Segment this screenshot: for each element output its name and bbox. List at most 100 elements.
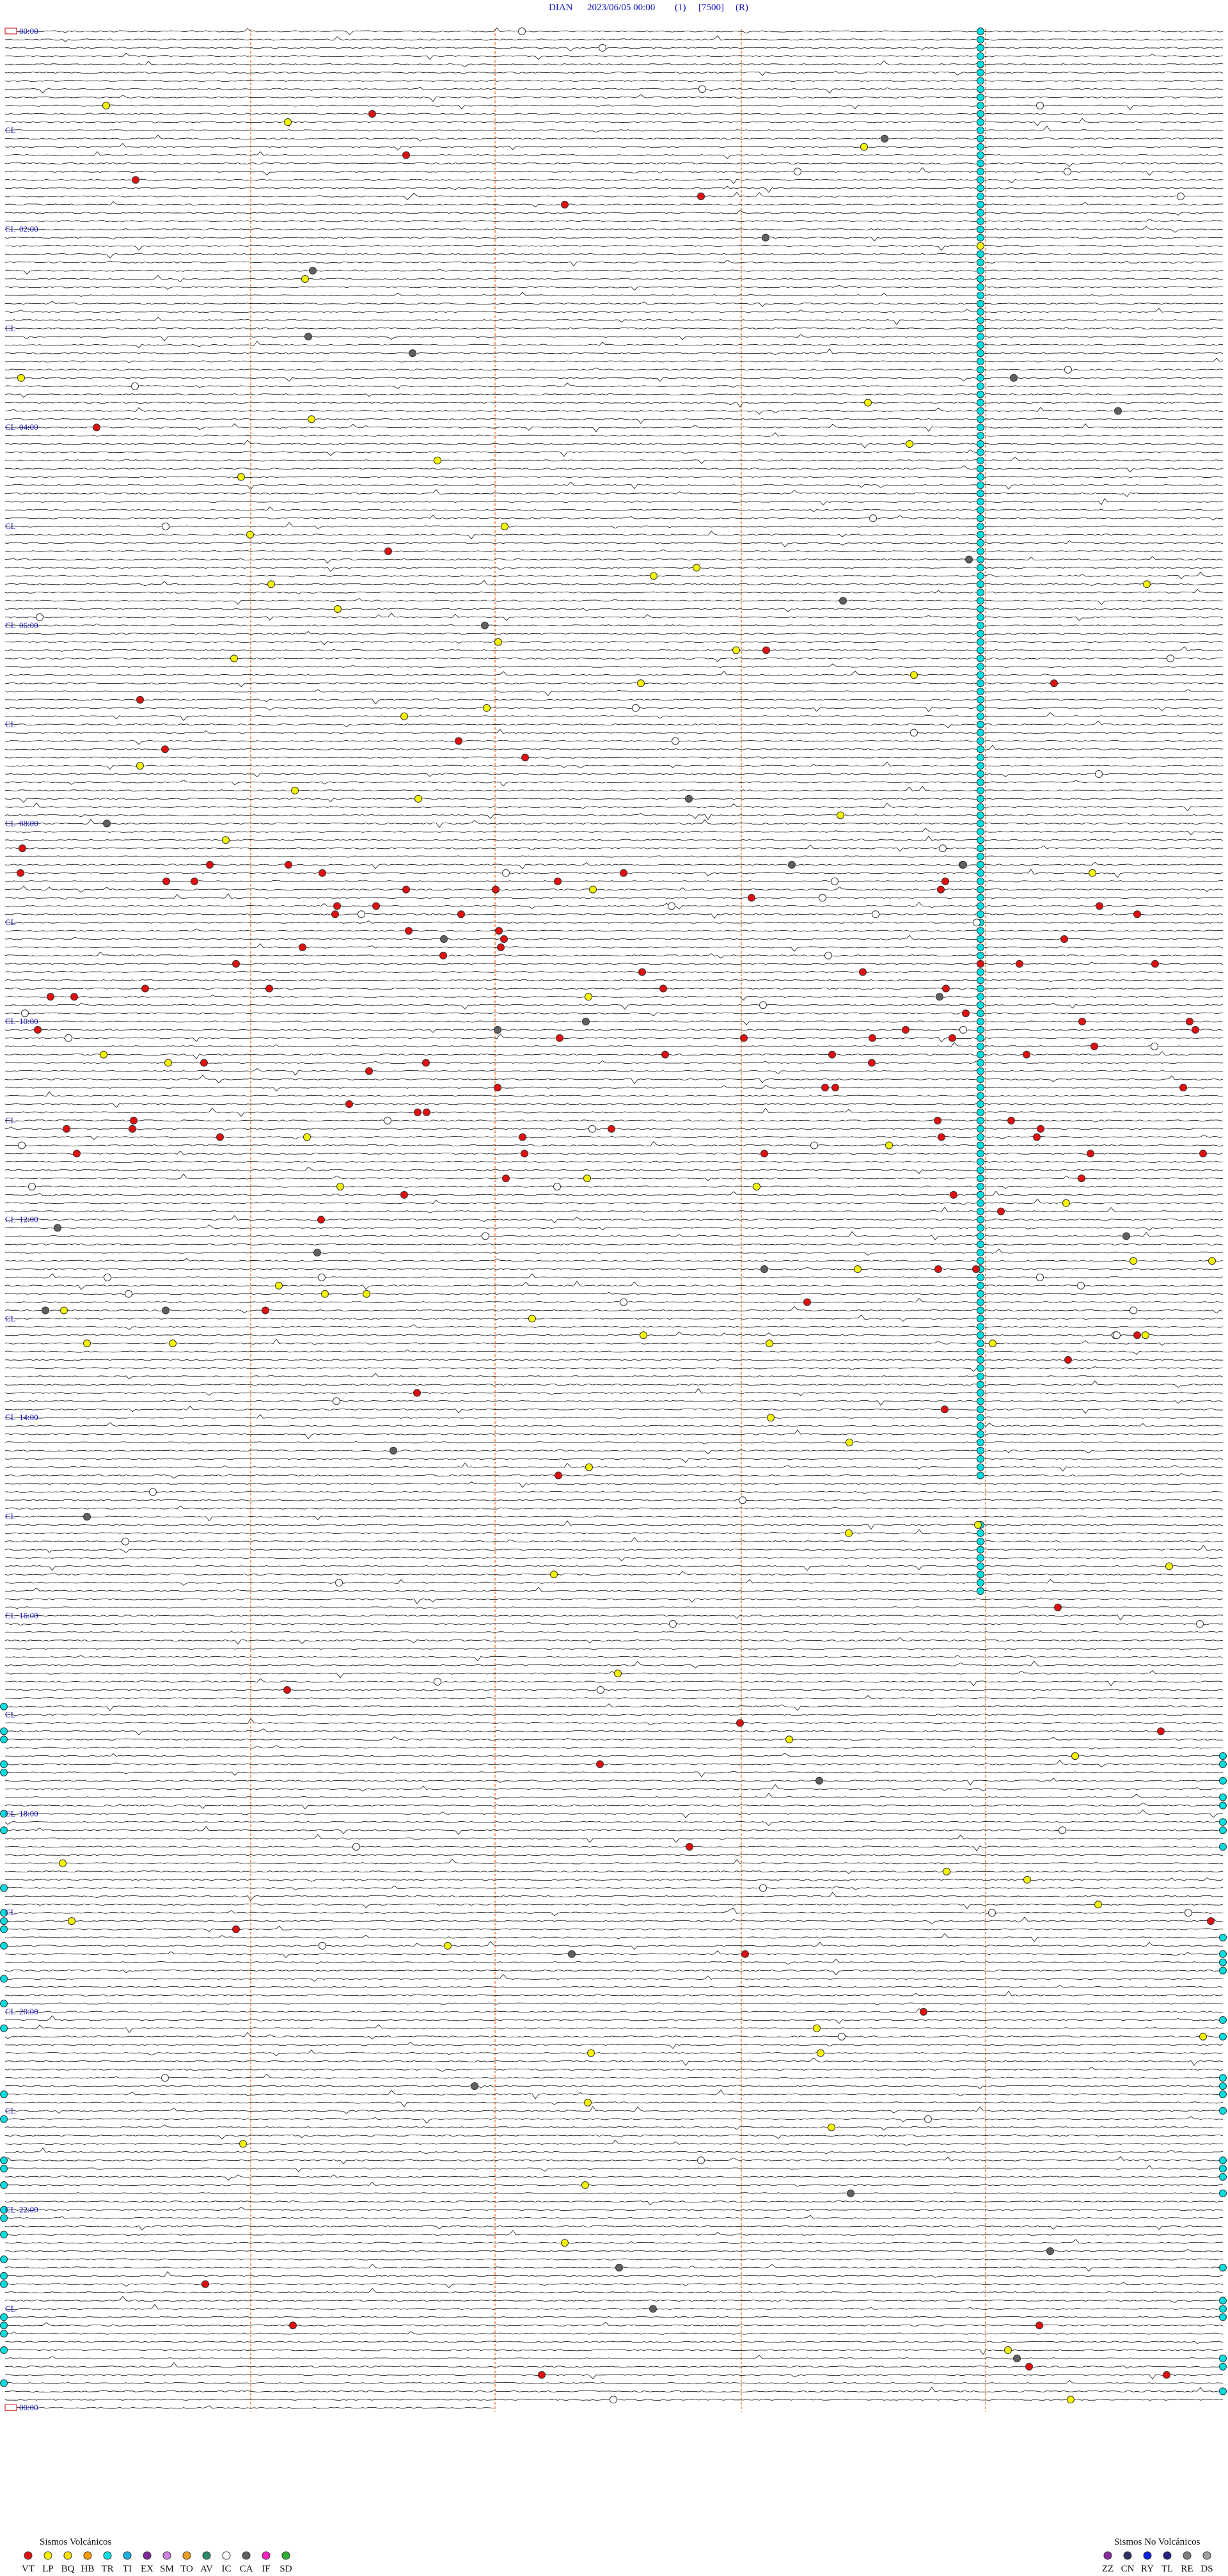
trace — [4, 489, 1224, 497]
trace — [4, 1349, 1224, 1355]
event — [34, 1025, 42, 1034]
trace — [4, 201, 1224, 208]
event — [0, 2181, 8, 2189]
event — [977, 110, 984, 118]
event — [1219, 2354, 1227, 2362]
event — [439, 951, 447, 960]
event — [191, 877, 198, 885]
trace — [4, 151, 1224, 159]
trace — [4, 292, 1224, 297]
event — [1219, 2106, 1227, 2115]
legend-code: TL — [1161, 2564, 1173, 2574]
trace — [5, 1473, 1224, 1479]
event — [68, 1917, 75, 1925]
legend-code: CA — [240, 2564, 253, 2574]
event — [63, 1125, 70, 1133]
trace — [4, 186, 1224, 193]
legend-swatch — [202, 2551, 211, 2560]
event — [1064, 1355, 1072, 1364]
time-label: 20:00 — [19, 2007, 38, 2016]
trace — [4, 1792, 1224, 1799]
time-label: 06:00 — [19, 620, 38, 630]
trace — [4, 327, 1223, 329]
event — [1036, 1273, 1044, 1281]
event — [977, 853, 984, 860]
event — [977, 1141, 984, 1150]
event — [817, 2049, 824, 2057]
trace — [4, 1529, 1224, 1535]
trace — [4, 2374, 1224, 2380]
event — [988, 1909, 996, 1917]
event — [837, 811, 844, 819]
event — [1023, 1050, 1030, 1059]
event — [267, 580, 275, 589]
trace — [4, 1520, 1224, 1530]
event — [0, 2321, 8, 2330]
trace — [4, 1366, 1224, 1372]
trace — [4, 1745, 1224, 1750]
event — [162, 1306, 169, 1315]
event — [977, 1579, 984, 1587]
trace — [4, 456, 1224, 464]
event — [103, 819, 111, 828]
event — [1010, 374, 1018, 382]
event — [413, 1389, 421, 1397]
trace — [5, 253, 1223, 259]
event — [335, 1579, 343, 1587]
event — [977, 43, 984, 52]
trace — [4, 1185, 1223, 1189]
event — [977, 663, 984, 671]
event — [457, 910, 465, 919]
trace — [4, 1074, 1224, 1084]
event — [1196, 1620, 1204, 1628]
trace — [4, 1713, 1224, 1716]
time-label: 18:00 — [19, 1808, 38, 1818]
trace — [4, 1499, 1224, 1501]
trace — [4, 1324, 1224, 1331]
event — [977, 778, 984, 786]
event — [977, 1537, 984, 1545]
event — [0, 2256, 8, 2263]
event — [1064, 365, 1072, 374]
legend-code: TI — [123, 2564, 132, 2574]
marker-label: CL — [5, 2303, 16, 2313]
event — [977, 1125, 984, 1133]
time-label: 04:00 — [19, 422, 38, 432]
legend-code: DS — [1200, 2564, 1213, 2574]
trace — [4, 1134, 1224, 1141]
event — [0, 2330, 8, 2338]
event — [977, 819, 984, 828]
trace — [4, 2147, 1224, 2154]
trace — [4, 1441, 1224, 1444]
trace — [4, 308, 1224, 313]
event — [977, 1133, 984, 1141]
trace — [4, 1736, 1223, 1741]
event — [977, 407, 984, 415]
trace — [4, 2349, 1223, 2355]
trace — [4, 2032, 1223, 2040]
event — [977, 159, 984, 168]
event — [1219, 2189, 1227, 2197]
trace — [4, 786, 1224, 792]
event — [977, 176, 984, 184]
event — [0, 1760, 8, 1768]
event — [977, 1380, 984, 1389]
trace — [4, 1033, 1224, 1043]
event — [962, 1009, 970, 1018]
event — [1087, 1150, 1094, 1158]
event — [760, 1150, 768, 1158]
event — [19, 844, 26, 853]
trace — [4, 2041, 1224, 2050]
event — [977, 1562, 984, 1570]
event — [977, 514, 984, 523]
event — [977, 646, 984, 654]
event — [872, 910, 879, 919]
trace — [4, 819, 1224, 828]
trace — [4, 880, 1224, 883]
trace — [4, 1925, 1224, 1932]
event — [0, 2346, 8, 2354]
trace — [4, 367, 1224, 371]
trace — [4, 772, 1224, 778]
event — [977, 737, 984, 745]
event — [977, 349, 984, 358]
